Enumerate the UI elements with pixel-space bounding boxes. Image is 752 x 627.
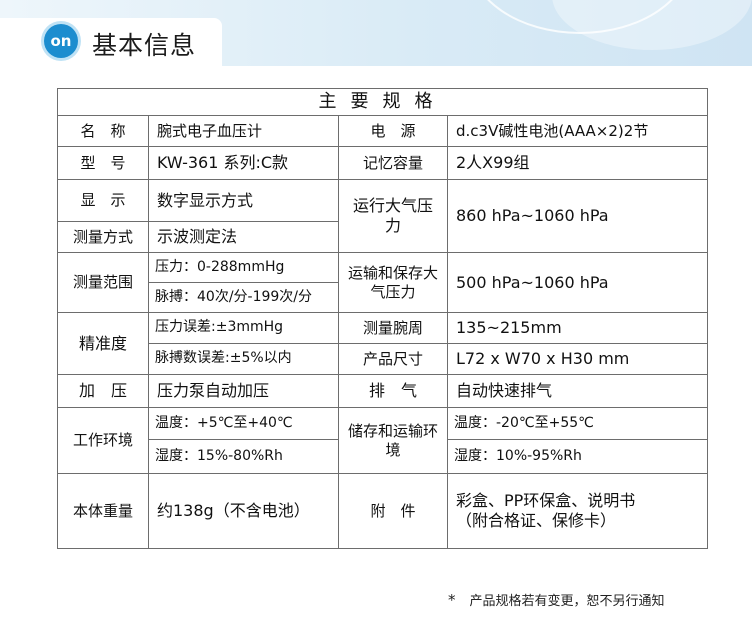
weight-value: 约138g（不含电池） <box>148 473 339 549</box>
power-value: d.c3V碱性电池(AAA×2)2节 <box>447 115 708 147</box>
work-humidity: 湿度：15%-80%Rh <box>148 439 339 474</box>
exhaust-value: 自动快速排气 <box>447 374 708 408</box>
model-label: 型 号 <box>57 146 149 180</box>
section-title: 基本信息 <box>92 31 197 60</box>
weight-label: 本体重量 <box>57 473 149 549</box>
accessories-label: 附 件 <box>338 473 448 549</box>
size-label: 产品尺寸 <box>338 343 448 375</box>
display-value: 数字显示方式 <box>148 179 339 222</box>
range-pressure: 压力：0-288mmHg <box>148 252 339 283</box>
spec-table: 主要规格 名 称 腕式电子血压计 电 源 d.c3V碱性电池(AAA×2)2节 … <box>57 88 708 549</box>
accessories-value: 彩盒、PP环保盒、说明书 （附合格证、保修卡） <box>447 473 708 549</box>
inflate-value: 压力泵自动加压 <box>148 374 339 408</box>
transport-pressure-value: 500 hPa~1060 hPa <box>447 252 708 313</box>
range-pulse: 脉搏：40次/分-199次/分 <box>148 282 339 313</box>
storage-env-label: 储存和运输环境 <box>338 407 448 474</box>
exhaust-label: 排 气 <box>338 374 448 408</box>
disclaimer-note: * 产品规格若有变更，恕不另行通知 <box>448 590 665 609</box>
method-value: 示波测定法 <box>148 221 339 253</box>
power-label: 电 源 <box>338 115 448 147</box>
accuracy-pressure: 压力误差:±3mmHg <box>148 312 339 344</box>
memory-label: 记忆容量 <box>338 146 448 180</box>
on-logo-icon: on <box>44 24 78 58</box>
storage-humidity: 湿度：10%-95%Rh <box>447 439 708 474</box>
accessories-line-2: （附合格证、保修卡） <box>456 511 617 530</box>
memory-value: 2人X99组 <box>447 146 708 180</box>
operating-pressure-value: 860 hPa~1060 hPa <box>447 179 708 253</box>
accuracy-label: 精准度 <box>57 312 149 375</box>
operating-pressure-label: 运行大气压力 <box>338 179 448 253</box>
wrist-label: 测量腕周 <box>338 312 448 344</box>
size-value: L72 x W70 x H30 mm <box>447 343 708 375</box>
disclaimer-text: 产品规格若有变更，恕不另行通知 <box>469 594 665 609</box>
asterisk-icon: * <box>448 591 456 609</box>
work-temperature: 温度：+5℃至+40℃ <box>148 407 339 440</box>
range-label: 测量范围 <box>57 252 149 313</box>
method-label: 测量方式 <box>57 221 149 253</box>
header-tab <box>0 18 222 68</box>
model-value: KW-361 系列:C款 <box>148 146 339 180</box>
name-value: 腕式电子血压计 <box>148 115 339 147</box>
name-label: 名 称 <box>57 115 149 147</box>
storage-temperature: 温度：-20℃至+55℃ <box>447 407 708 440</box>
display-label: 显 示 <box>57 179 149 222</box>
inflate-label: 加 压 <box>57 374 149 408</box>
work-env-label: 工作环境 <box>57 407 149 474</box>
wrist-value: 135~215mm <box>447 312 708 344</box>
accuracy-pulse: 脉搏数误差:±5%以内 <box>148 343 339 375</box>
transport-pressure-label: 运输和保存大气压力 <box>338 252 448 313</box>
accessories-line-1: 彩盒、PP环保盒、说明书 <box>456 491 636 510</box>
table-heading: 主要规格 <box>57 88 708 116</box>
